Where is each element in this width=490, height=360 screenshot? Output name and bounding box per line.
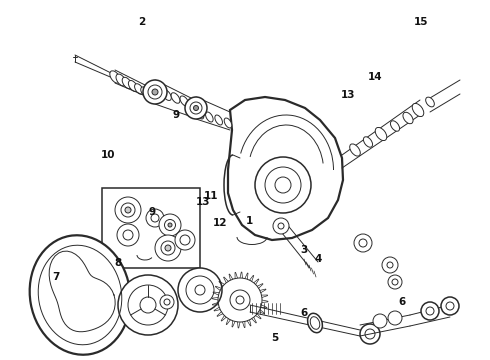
Ellipse shape [215, 115, 222, 125]
Ellipse shape [375, 127, 387, 140]
Text: 14: 14 [368, 72, 382, 82]
Polygon shape [102, 188, 200, 268]
Circle shape [421, 302, 439, 320]
Text: 10: 10 [100, 150, 115, 160]
Circle shape [382, 257, 398, 273]
Text: 12: 12 [213, 218, 228, 228]
Text: 15: 15 [414, 17, 429, 27]
Circle shape [125, 207, 131, 213]
Circle shape [159, 214, 181, 236]
Ellipse shape [171, 93, 180, 103]
Ellipse shape [141, 87, 149, 97]
Circle shape [178, 268, 222, 312]
Ellipse shape [122, 77, 132, 89]
Circle shape [146, 209, 164, 227]
Ellipse shape [128, 81, 138, 91]
Text: 1: 1 [246, 216, 253, 226]
Ellipse shape [116, 74, 126, 86]
Circle shape [388, 275, 402, 289]
Circle shape [373, 314, 387, 328]
Ellipse shape [135, 84, 144, 94]
Text: 11: 11 [203, 191, 218, 201]
Circle shape [117, 224, 139, 246]
Circle shape [360, 324, 380, 344]
Text: 9: 9 [148, 207, 155, 217]
Text: 3: 3 [300, 245, 307, 255]
Ellipse shape [30, 235, 130, 355]
Ellipse shape [350, 144, 360, 156]
Ellipse shape [162, 90, 171, 100]
Circle shape [185, 97, 207, 119]
Text: 8: 8 [114, 258, 121, 268]
Text: 6: 6 [398, 297, 405, 307]
Circle shape [165, 245, 171, 251]
Circle shape [168, 223, 172, 227]
Text: 13: 13 [341, 90, 355, 100]
Ellipse shape [205, 112, 213, 122]
Text: 13: 13 [196, 197, 211, 207]
Ellipse shape [403, 112, 413, 124]
Text: 4: 4 [315, 254, 322, 264]
Ellipse shape [391, 121, 399, 131]
Polygon shape [228, 97, 343, 240]
Circle shape [155, 235, 181, 261]
Circle shape [115, 197, 141, 223]
Circle shape [273, 218, 289, 234]
Circle shape [143, 80, 167, 104]
Ellipse shape [153, 86, 163, 98]
Text: 9: 9 [173, 110, 180, 120]
Ellipse shape [412, 103, 424, 117]
Ellipse shape [110, 71, 120, 83]
Ellipse shape [189, 99, 197, 109]
Ellipse shape [308, 313, 322, 333]
Circle shape [175, 230, 195, 250]
Circle shape [194, 105, 198, 111]
Ellipse shape [224, 118, 232, 128]
Text: 2: 2 [139, 17, 146, 27]
Circle shape [388, 311, 402, 325]
Circle shape [160, 295, 174, 309]
Ellipse shape [196, 109, 204, 119]
Circle shape [255, 157, 311, 213]
Circle shape [152, 89, 158, 95]
Ellipse shape [426, 97, 434, 107]
Ellipse shape [180, 96, 189, 106]
Circle shape [354, 234, 372, 252]
Text: 6: 6 [300, 308, 307, 318]
Circle shape [118, 275, 178, 335]
Text: 7: 7 [52, 272, 60, 282]
Ellipse shape [364, 137, 372, 147]
Text: 5: 5 [271, 333, 278, 343]
Circle shape [441, 297, 459, 315]
